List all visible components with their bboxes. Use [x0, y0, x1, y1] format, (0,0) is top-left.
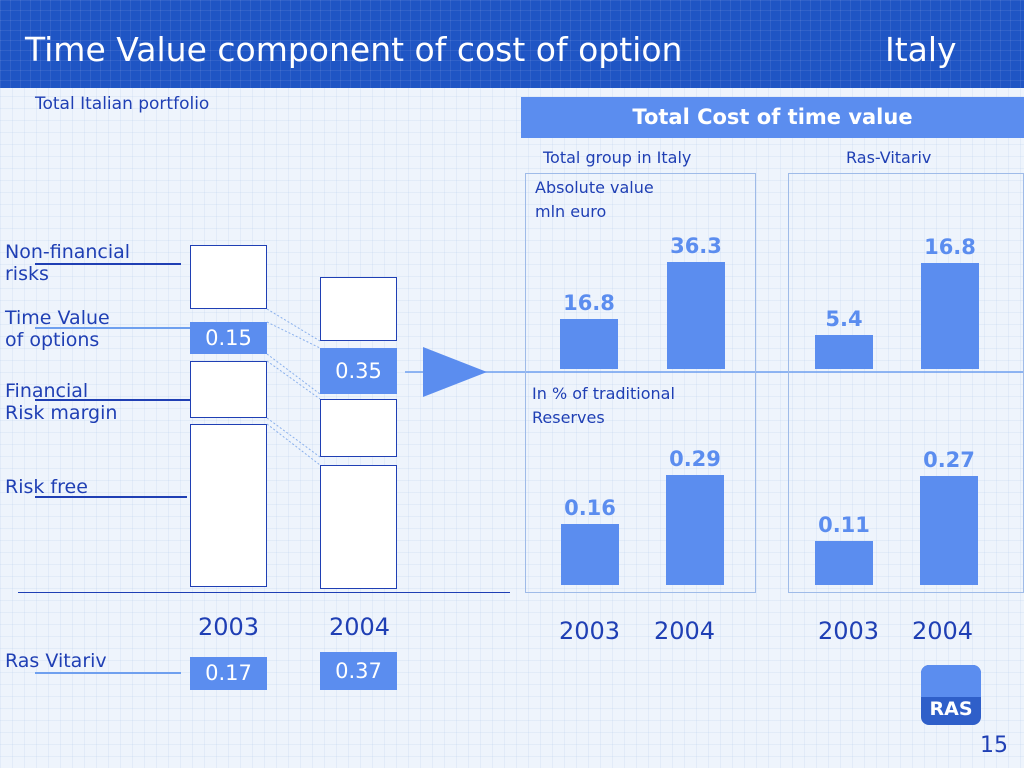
arrow-icon — [423, 347, 487, 397]
label-time-value: Time Value of options — [5, 307, 110, 351]
bar-chart2-2004 — [921, 263, 979, 369]
page-number: 15 — [980, 733, 1008, 758]
stack-2003-time-value: 0.15 — [190, 322, 267, 354]
abs-value-label: Absolute value mln euro — [535, 178, 654, 221]
label-risk-free: Risk free — [5, 476, 88, 498]
bar-chart1-2004 — [667, 262, 725, 369]
year-2004-left: 2004 — [329, 613, 391, 641]
stack-2004-time-value: 0.35 — [320, 348, 397, 394]
label-non-financial: Non-financial risks — [5, 241, 131, 285]
bar-chart1-2003 — [560, 319, 618, 369]
bar-label-chart4-2004: 0.27 — [923, 448, 975, 472]
bar-label-chart2-2004: 16.8 — [924, 235, 976, 259]
line-non-financial — [35, 263, 181, 265]
bar-chart2-2003 — [815, 335, 873, 369]
year-2004-ras: 2004 — [912, 617, 974, 645]
year-2004-group: 2004 — [654, 617, 716, 645]
right-header: Total Cost of time value — [521, 97, 1024, 138]
col-header-ras: Ras-Vitariv — [846, 148, 932, 167]
col-header-group: Total group in Italy — [543, 148, 692, 167]
year-2003-ras: 2003 — [818, 617, 880, 645]
ras-2003-value: 0.17 — [190, 657, 267, 690]
stack-2003-risk-free — [190, 424, 267, 587]
line-financial — [35, 399, 190, 401]
year-2003-group: 2003 — [559, 617, 621, 645]
bar-label-chart3-2004: 0.29 — [669, 447, 721, 471]
bar-label-chart1-2004: 36.3 — [670, 234, 722, 258]
year-2003-left: 2003 — [198, 613, 260, 641]
panel-group — [525, 173, 756, 593]
ras-2004-value: 0.37 — [320, 652, 397, 690]
stack-2004-financial — [320, 399, 397, 457]
country-title: Italy — [885, 30, 957, 69]
header-bar: Time Value component of cost of option I… — [0, 0, 1024, 88]
label-financial: Financial Risk margin — [5, 380, 118, 424]
stack-2003-non-financial — [190, 245, 267, 309]
line-time-value — [35, 327, 190, 329]
stack-2004-non-financial — [320, 277, 397, 341]
ras-logo-icon: RAS — [921, 665, 981, 725]
line-ras-vitariv — [35, 672, 181, 674]
ras-vitariv-label: Ras Vitariv — [5, 650, 107, 672]
bar-chart4-2004 — [920, 476, 978, 585]
bar-chart3-2004 — [666, 475, 724, 585]
baseline — [18, 592, 510, 593]
pct-label: In % of traditional Reserves — [532, 384, 675, 427]
bar-label-chart4-2003: 0.11 — [818, 513, 870, 537]
left-subtitle: Total Italian portfolio — [35, 94, 210, 114]
stack-2003-financial — [190, 361, 267, 418]
stack-2004-risk-free — [320, 465, 397, 589]
bar-label-chart2-2003: 5.4 — [825, 307, 863, 331]
bar-label-chart3-2003: 0.16 — [564, 496, 616, 520]
line-risk-free — [35, 496, 187, 498]
bar-label-chart1-2003: 16.8 — [563, 291, 615, 315]
page-title: Time Value component of cost of option — [25, 30, 683, 69]
bar-chart3-2003 — [561, 524, 619, 585]
bar-chart4-2003 — [815, 541, 873, 585]
